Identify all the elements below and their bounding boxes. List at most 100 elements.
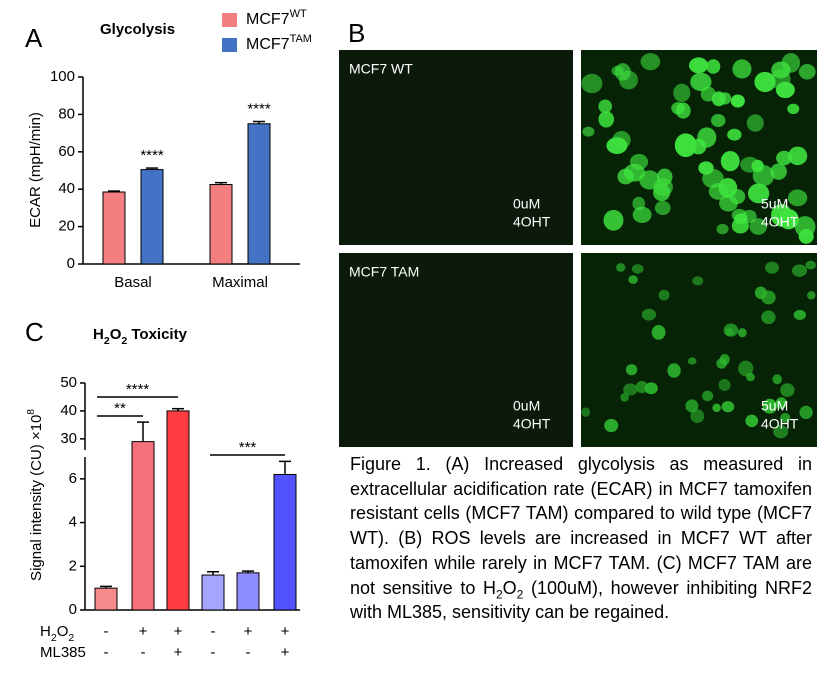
cell: [724, 327, 734, 337]
caption: Figure 1. (A) Increased glycolysis as me…: [350, 452, 812, 625]
cell: [754, 71, 776, 93]
cell: [628, 275, 638, 284]
treatment-value: +: [174, 623, 183, 640]
cell: [581, 73, 603, 94]
legend-name: MCF7: [246, 36, 290, 53]
treatment-value: -: [246, 644, 251, 661]
treatment-value: -: [211, 644, 216, 661]
image-label: 4OHT: [761, 416, 799, 432]
cell: [762, 398, 778, 414]
cell: [730, 94, 745, 108]
y-tick-label: 2: [69, 557, 77, 574]
cell: [706, 59, 721, 74]
panel-letter: B: [348, 18, 365, 48]
cell: [606, 137, 628, 155]
cell: [687, 357, 697, 365]
panel-letter: A: [25, 23, 43, 53]
cell: [673, 83, 691, 103]
bar: [273, 473, 297, 611]
cell: [805, 260, 816, 270]
legend-superscript: TAM: [290, 33, 312, 45]
image-label: 4OHT: [761, 214, 799, 230]
y-tick-label: 40: [58, 180, 75, 197]
cell: [582, 126, 595, 137]
cell: [581, 407, 591, 417]
cell: [732, 59, 752, 79]
cell: [780, 412, 791, 424]
treatment-value: -: [211, 623, 216, 640]
text-part: 2: [68, 632, 74, 644]
cell: [710, 114, 726, 128]
treatment-value: +: [281, 623, 290, 640]
y-axis-label: ECAR (mpH/min): [27, 112, 44, 228]
cell: [635, 380, 648, 394]
cell: [749, 218, 768, 235]
cell: [718, 378, 731, 391]
text-part: H: [40, 623, 51, 640]
cell: [727, 128, 742, 141]
chart-title: Glycolysis: [100, 21, 175, 38]
cell: [773, 425, 789, 439]
text-part: 2: [104, 335, 110, 347]
text-part: 2: [121, 335, 127, 347]
cell: [625, 364, 638, 376]
cell: [787, 189, 808, 207]
cell: [738, 360, 754, 377]
y-label-superscript: 8: [26, 409, 37, 415]
cell: [799, 405, 813, 420]
cell: [689, 57, 709, 74]
cell: [746, 373, 755, 382]
cell: [632, 206, 652, 224]
image-label: 0uM: [513, 196, 540, 212]
cell: [598, 110, 615, 128]
text-part: O: [110, 326, 122, 343]
cell: [775, 397, 787, 409]
significance: ****: [126, 381, 150, 398]
cell: [775, 81, 795, 99]
cell: [761, 310, 776, 325]
cell: [690, 72, 712, 92]
bar: [102, 191, 126, 265]
bar: [131, 441, 155, 611]
y-tick-label: 60: [58, 143, 75, 160]
x-tick-label: Basal: [114, 274, 152, 291]
cell: [667, 363, 681, 378]
text-part: ML385: [40, 644, 86, 661]
cell: [720, 150, 740, 172]
cell: [754, 286, 767, 300]
text-part: 2: [51, 632, 57, 644]
cell: [788, 146, 808, 166]
caption-part: 2: [495, 587, 503, 602]
cell: [807, 291, 816, 300]
cell: [798, 64, 816, 80]
y-tick-label: 0: [67, 255, 75, 272]
significance: ***: [239, 439, 257, 456]
cell: [780, 383, 795, 398]
cell: [798, 228, 814, 244]
cell: [603, 209, 624, 231]
cell: [651, 325, 666, 340]
micrograph: [339, 50, 573, 245]
cell: [712, 403, 721, 413]
cell: [787, 103, 800, 115]
panel-letter: C: [25, 317, 44, 347]
y-tick-label: 100: [50, 68, 75, 85]
cell: [740, 156, 760, 173]
treatment-value: +: [139, 623, 148, 640]
x-tick-label: Maximal: [212, 274, 268, 291]
cell: [671, 102, 685, 115]
cell: [737, 328, 747, 338]
bar: [140, 169, 164, 265]
treatment-value: +: [244, 623, 253, 640]
image-label: 4OHT: [513, 416, 551, 432]
bar: [209, 184, 233, 265]
caption-part: Figure 1. (A) Increased glycolysis as me…: [350, 454, 812, 598]
legend-label: MCF7TAM: [246, 33, 312, 53]
text-part: O: [57, 623, 69, 640]
image-label: 5uM: [761, 398, 788, 414]
y-tick-label: 20: [58, 218, 75, 235]
y-tick-label: 80: [58, 105, 75, 122]
legend-name: MCF7: [246, 11, 290, 28]
legend-swatch: [222, 13, 237, 27]
cell: [770, 163, 787, 180]
